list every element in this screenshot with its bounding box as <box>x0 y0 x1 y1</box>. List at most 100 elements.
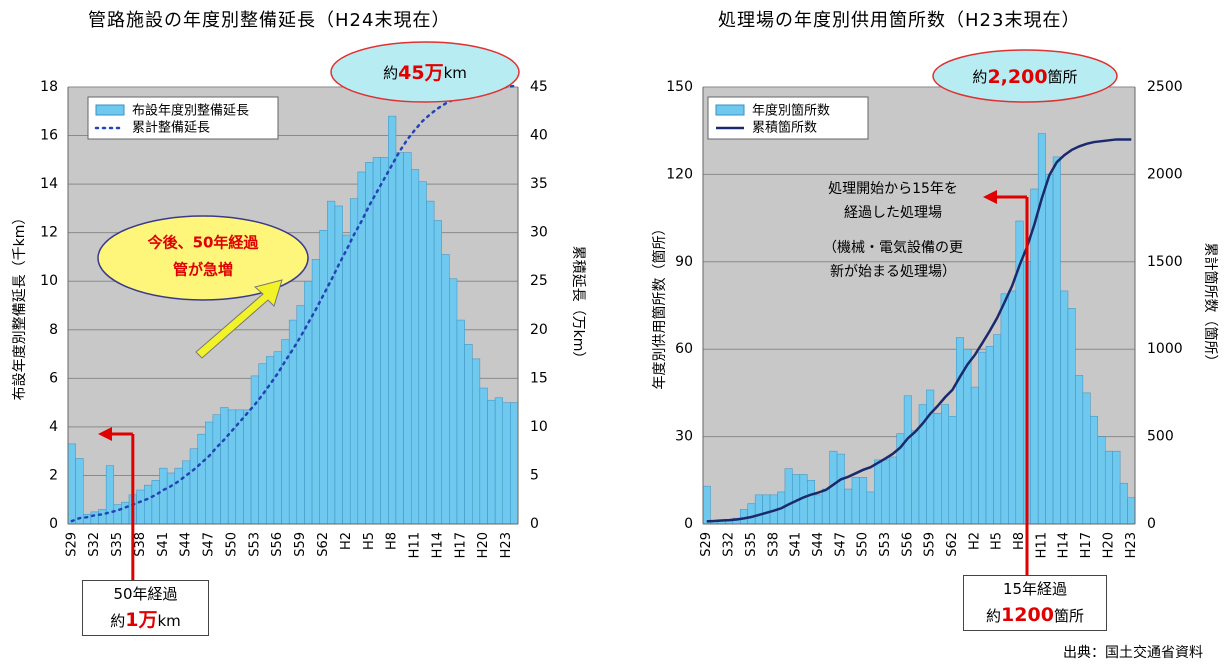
left-bar-H2 <box>342 234 351 525</box>
right-bar-S61 <box>941 404 950 525</box>
left-box-suffix: km <box>157 612 181 630</box>
left-xtick-S41: S41 <box>156 532 171 557</box>
right-bar-S44 <box>814 494 823 525</box>
left-bar-S49 <box>220 407 229 525</box>
left-bar-H5 <box>365 162 374 525</box>
left-bar-S30 <box>75 458 84 525</box>
right-cumulative-line <box>706 138 1132 523</box>
left-bar-S33 <box>98 509 107 525</box>
left-xtick-H20: H20 <box>476 532 491 558</box>
left-box-line2: 約1万km <box>83 607 208 634</box>
right-bar-H12 <box>1045 174 1054 525</box>
left-ytick-right: 20 <box>530 322 548 338</box>
left-box-value: 1万 <box>125 609 158 631</box>
left-bar-S32 <box>90 511 99 525</box>
right-bar-H15 <box>1067 308 1076 525</box>
right-bar-H14 <box>1060 290 1069 525</box>
left-bar-S51 <box>235 409 244 525</box>
left-bar-S31 <box>83 514 92 525</box>
right-bar-H4 <box>985 346 994 525</box>
left-highlight-ellipse <box>330 41 520 103</box>
right-ytick-right: 2000 <box>1147 166 1183 182</box>
right-bar-H16 <box>1075 375 1084 525</box>
right-ylabel-right: 累計箇所数（箇所） <box>1202 243 1219 369</box>
left-xtick-S29: S29 <box>64 532 79 557</box>
left-callout-ellipse <box>97 215 309 301</box>
right-legend-line-label: 累積箇所数 <box>752 120 817 136</box>
left-chart-title: 管路施設の年度別整備延長（H24末現在） <box>88 10 451 31</box>
right-bar-S63 <box>955 337 964 525</box>
right-box-suffix: 箇所 <box>1053 607 1084 625</box>
left-bar-S62 <box>319 229 328 525</box>
right-bar-H10 <box>1030 188 1039 525</box>
right-bar-S43 <box>807 480 815 525</box>
right-xtick-S50: S50 <box>856 532 871 557</box>
left-info-box: 50年経過 約1万km <box>82 580 209 636</box>
left-bar-S38 <box>136 489 145 525</box>
left-ytick-right: 30 <box>530 225 548 241</box>
right-bar-S60 <box>933 413 942 525</box>
left-bar-S42 <box>166 472 176 525</box>
left-bar-H1 <box>334 205 343 525</box>
right-bar-S48 <box>844 488 853 525</box>
right-annotation-4: 新が始まる処理場） <box>830 264 956 280</box>
left-bar-S56 <box>273 351 282 525</box>
right-xtick-H17: H17 <box>1079 532 1094 558</box>
right-ytick-left: 90 <box>675 254 693 270</box>
left-ytick-left: 2 <box>49 467 58 483</box>
right-info-box: 15年経過 約1200箇所 <box>963 575 1107 631</box>
left-xtick-S50: S50 <box>224 532 239 557</box>
left-bar-H19 <box>471 358 481 525</box>
right-chart-title: 処理場の年度別供用箇所数（H23末現在） <box>718 10 1081 31</box>
left-bar-S59 <box>296 305 305 525</box>
right-legend-box <box>707 96 869 140</box>
right-xtick-H2: H2 <box>967 532 982 550</box>
left-trend-arrow <box>195 279 283 359</box>
right-bar-S54 <box>888 456 897 525</box>
right-annotation-2: 経過した処理場 <box>844 205 942 221</box>
left-bar-H9 <box>395 152 404 525</box>
left-bar-S57 <box>281 339 290 525</box>
left-xtick-H14: H14 <box>430 532 445 558</box>
left-ytick-left: 6 <box>49 370 58 386</box>
left-ytick-right: 25 <box>530 273 548 289</box>
right-annotation-3: （機械・電気設備の更 <box>823 240 963 256</box>
left-bar-S52 <box>243 409 252 525</box>
left-ytick-right: 15 <box>530 370 548 386</box>
left-xtick-H17: H17 <box>453 532 468 558</box>
right-xtick-S53: S53 <box>878 532 893 557</box>
left-bar-H17 <box>456 319 465 525</box>
right-ytick-left: 120 <box>666 166 693 182</box>
left-xtick-S47: S47 <box>202 532 217 557</box>
left-bar-S45 <box>189 448 198 525</box>
right-bar-H19 <box>1097 436 1106 525</box>
left-bar-H23 <box>502 402 511 525</box>
right-xtick-H20: H20 <box>1101 532 1116 558</box>
left-legend-bar-swatch <box>95 104 125 116</box>
right-bar-S52 <box>874 459 883 525</box>
left-bar-S29 <box>67 443 76 525</box>
left-legend-box <box>87 96 279 140</box>
left-bar-H14 <box>433 220 442 525</box>
left-bar-H18 <box>464 344 473 525</box>
right-bar-S62 <box>948 415 957 525</box>
left-highlight-prefix: 約 <box>383 64 398 82</box>
left-xtick-H11: H11 <box>408 532 423 558</box>
right-bar-S50 <box>859 477 868 525</box>
right-xtick-H11: H11 <box>1034 532 1049 558</box>
right-bar-S57 <box>911 430 920 525</box>
right-highlight-text: 約2,200箇所 <box>972 66 1077 88</box>
right-bar-S36 <box>754 494 763 525</box>
left-bar-H12 <box>418 181 427 525</box>
right-xtick-S41: S41 <box>789 532 804 557</box>
left-ytick-right: 35 <box>530 176 548 192</box>
right-xtick-H5: H5 <box>990 532 1005 550</box>
right-xtick-S59: S59 <box>923 532 938 557</box>
left-box-line1: 50年経過 <box>113 585 178 603</box>
left-bar-H21 <box>487 399 496 525</box>
right-annotation-1: 処理開始から15年を <box>828 181 958 197</box>
right-ylabel-left: 年度別供用箇所数（箇所） <box>651 222 668 390</box>
left-bar-S35 <box>113 504 122 525</box>
right-highlight-ellipse <box>932 49 1118 103</box>
left-bar-S54 <box>258 363 267 525</box>
